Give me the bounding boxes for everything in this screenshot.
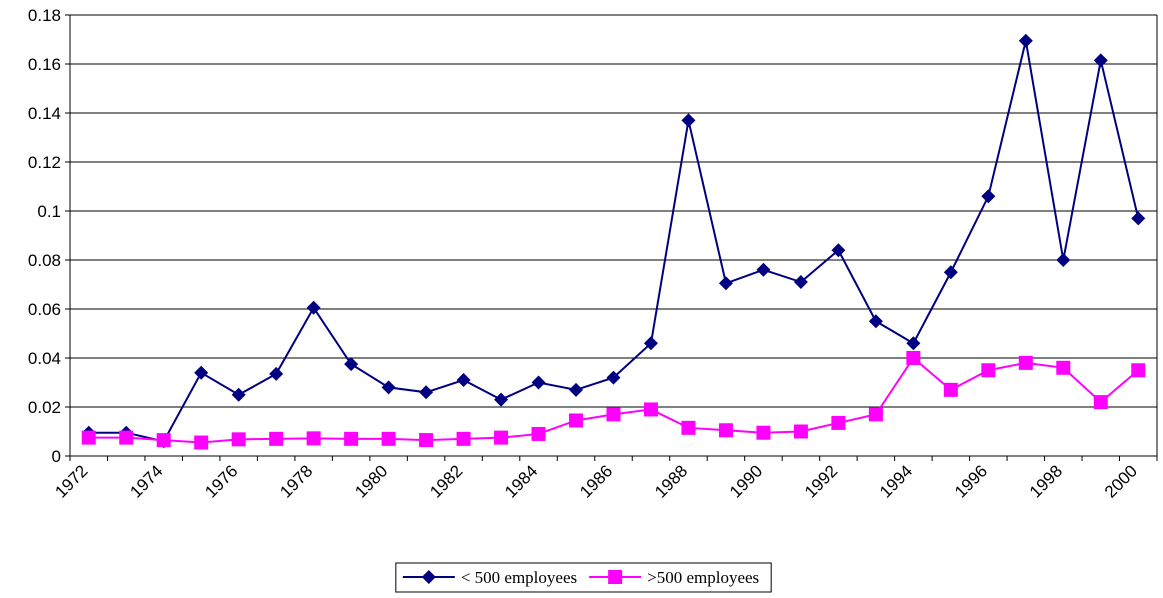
y-tick-label: 0: [52, 447, 61, 466]
x-tick-label: 1998: [1026, 461, 1066, 501]
marker: [269, 366, 284, 381]
marker: [756, 425, 771, 440]
legend: < 500 employees >500 employees: [395, 562, 772, 593]
marker: [1018, 355, 1033, 370]
marker: [231, 387, 246, 402]
y-tick-label: 0.18: [28, 6, 61, 25]
x-tick-label: 1996: [951, 461, 991, 501]
x-tick-label: 1984: [501, 461, 541, 501]
legend-marker: [421, 570, 436, 584]
marker: [1093, 53, 1108, 68]
marker: [643, 336, 658, 351]
marker: [943, 382, 958, 397]
marker: [269, 431, 284, 446]
marker: [531, 426, 546, 441]
y-tick-label: 0.16: [28, 55, 61, 74]
marker: [494, 392, 509, 407]
marker: [868, 407, 883, 422]
marker: [606, 370, 621, 385]
x-tick-label: 1972: [51, 461, 91, 501]
x-tick-label: 1990: [726, 461, 766, 501]
legend-label: >500 employees: [647, 568, 759, 587]
marker: [1131, 363, 1146, 378]
marker: [1056, 253, 1071, 267]
marker: [718, 423, 733, 438]
marker: [1056, 360, 1071, 375]
marker: [681, 420, 696, 435]
marker: [419, 385, 434, 400]
marker: [868, 314, 883, 329]
marker: [981, 189, 996, 204]
y-tick-label: 0.08: [28, 251, 61, 270]
marker: [381, 380, 396, 395]
marker: [831, 415, 846, 430]
marker: [1131, 211, 1146, 226]
marker: [194, 435, 209, 450]
x-tick-label: 1994: [876, 461, 916, 501]
marker: [943, 265, 958, 280]
marker: [831, 243, 846, 258]
y-tick-label: 0.04: [28, 349, 61, 368]
y-tick-label: 0.1: [37, 202, 61, 221]
marker: [381, 431, 396, 446]
marker: [456, 373, 471, 388]
marker: [718, 276, 733, 291]
marker: [419, 433, 434, 448]
marker: [681, 113, 696, 128]
x-tick-label: 1992: [801, 461, 841, 501]
x-tick-label: 1974: [126, 461, 166, 501]
legend-box: [395, 562, 772, 593]
marker: [569, 413, 584, 428]
marker: [531, 375, 546, 390]
x-tick-label: 1982: [426, 461, 466, 501]
marker: [793, 424, 808, 439]
x-tick-label: 1976: [201, 461, 241, 501]
marker: [793, 275, 808, 290]
marker: [194, 365, 209, 380]
marker: [906, 336, 921, 351]
marker: [1093, 395, 1108, 410]
x-tick-label: 2000: [1101, 461, 1141, 501]
marker: [306, 300, 321, 315]
y-tick-label: 0.12: [28, 153, 61, 172]
marker: [643, 402, 658, 417]
marker: [456, 431, 471, 446]
y-tick-label: 0.02: [28, 398, 61, 417]
y-tick-label: 0.06: [28, 300, 61, 319]
marker: [119, 430, 134, 445]
marker: [906, 351, 921, 365]
y-tick-label: 0.14: [28, 104, 61, 123]
marker: [81, 430, 96, 445]
marker: [981, 363, 996, 378]
legend-label: < 500 employees: [461, 568, 577, 587]
x-tick-label: 1988: [651, 461, 691, 501]
x-tick-label: 1980: [351, 461, 391, 501]
marker: [344, 431, 359, 446]
marker: [1018, 33, 1033, 48]
marker: [231, 432, 246, 447]
legend-marker: [608, 570, 623, 584]
marker: [606, 407, 621, 422]
x-tick-label: 1986: [576, 461, 616, 501]
marker: [569, 382, 584, 397]
marker: [344, 357, 359, 372]
marker: [156, 433, 171, 448]
x-tick-label: 1978: [276, 461, 316, 501]
marker: [494, 430, 509, 445]
marker: [756, 262, 771, 277]
marker: [306, 431, 321, 446]
